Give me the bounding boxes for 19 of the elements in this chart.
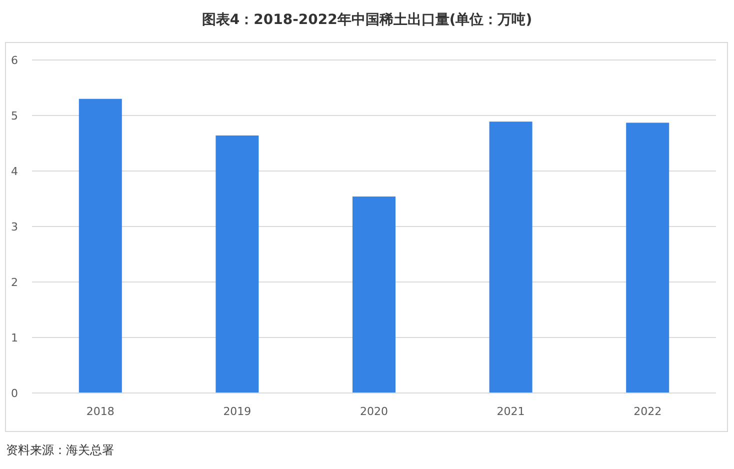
x-tick-label: 2021 xyxy=(496,405,525,418)
bar xyxy=(626,122,670,393)
y-tick-label: 5 xyxy=(11,110,18,122)
y-tick-label: 0 xyxy=(11,387,18,400)
y-tick-label: 4 xyxy=(11,165,18,178)
bar xyxy=(489,122,532,393)
x-tick-label: 2019 xyxy=(223,405,252,418)
bar xyxy=(352,196,396,393)
chart-title: 图表4：2018-2022年中国稀土出口量(单位：万吨) xyxy=(202,12,532,28)
y-tick-label: 6 xyxy=(11,54,18,67)
bar xyxy=(216,135,259,393)
y-tick-label: 2 xyxy=(11,276,18,289)
x-tick-label: 2022 xyxy=(634,405,662,418)
bar xyxy=(78,98,122,393)
y-tick-label: 1 xyxy=(11,332,18,344)
x-tick-label: 2018 xyxy=(86,405,114,418)
text: 资料来源：海关总署 xyxy=(6,443,114,457)
x-tick-label: 2020 xyxy=(360,405,388,418)
y-tick-label: 3 xyxy=(11,220,18,234)
